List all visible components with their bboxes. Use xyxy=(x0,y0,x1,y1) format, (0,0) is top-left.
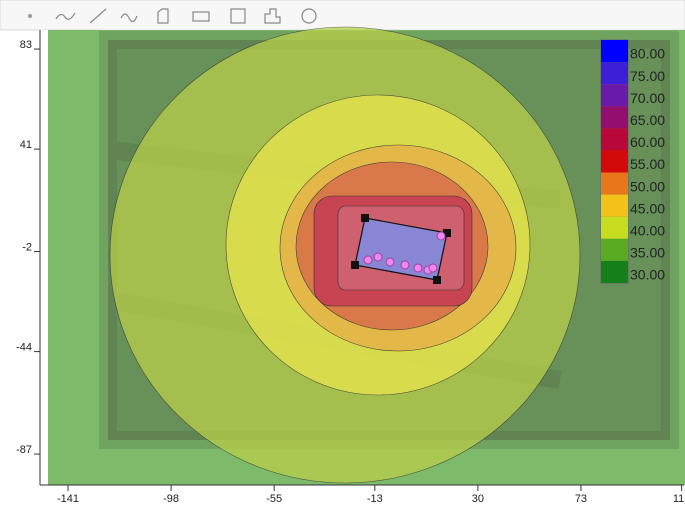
x-tick-label: 115 xyxy=(673,493,685,505)
legend-swatch xyxy=(601,40,628,63)
y-tick-label: -2 xyxy=(22,241,32,253)
legend-swatch xyxy=(601,260,628,283)
legend-label: 30.00 xyxy=(630,267,665,283)
rectangle-tool[interactable] xyxy=(192,11,210,22)
legend-swatch xyxy=(601,238,628,261)
x-tick-label: -13 xyxy=(367,493,383,505)
square-tool[interactable] xyxy=(230,8,246,24)
legend-swatch xyxy=(601,150,628,173)
x-tick-label: 30 xyxy=(472,493,484,505)
x-tick-label: -55 xyxy=(266,493,282,505)
x-tick-label: -141 xyxy=(57,493,79,505)
legend-swatch xyxy=(601,128,628,151)
polygon-tool[interactable] xyxy=(157,8,169,24)
vertex-handles xyxy=(351,214,451,284)
line-tool[interactable] xyxy=(89,8,107,24)
legend-swatch xyxy=(601,62,628,85)
polyline-tool[interactable] xyxy=(55,12,76,20)
legend-label: 70.00 xyxy=(630,90,665,106)
legend-swatch xyxy=(601,172,628,195)
legend-label: 80.00 xyxy=(630,46,665,62)
y-tick-label: -44 xyxy=(16,342,32,354)
point-tool[interactable] xyxy=(28,14,32,18)
circle-tool[interactable] xyxy=(301,8,317,24)
legend-label: 55.00 xyxy=(630,156,665,172)
contour-map xyxy=(40,26,685,485)
legend-swatch xyxy=(601,216,628,239)
shape-tool[interactable] xyxy=(264,8,281,24)
y-tick-label: -87 xyxy=(16,444,32,456)
legend-swatch xyxy=(601,194,628,217)
x-tick-label: 73 xyxy=(575,493,587,505)
legend-label: 45.00 xyxy=(630,200,665,216)
legend-swatch xyxy=(601,106,628,129)
toolbar xyxy=(0,0,685,31)
y-tick-label: 41 xyxy=(20,139,32,151)
x-tick-label: -98 xyxy=(163,493,179,505)
legend-label: 50.00 xyxy=(630,178,665,194)
legend-label: 65.00 xyxy=(630,112,665,128)
curve-tool[interactable] xyxy=(120,13,138,23)
receiver-points xyxy=(363,231,446,275)
legend-swatch xyxy=(601,84,628,107)
legend-label: 60.00 xyxy=(630,134,665,150)
legend-label: 40.00 xyxy=(630,222,665,238)
y-tick-label: 83 xyxy=(20,39,32,51)
legend-label: 35.00 xyxy=(630,245,665,261)
legend-label: 75.00 xyxy=(630,68,665,84)
